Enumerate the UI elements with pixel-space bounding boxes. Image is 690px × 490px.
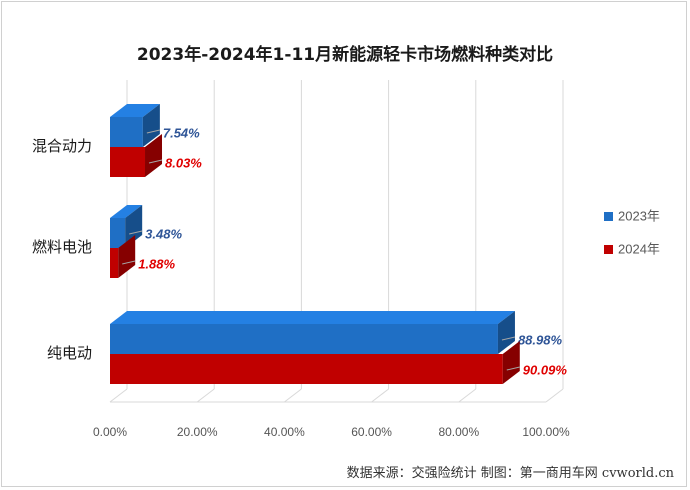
data-label: 3.48% — [145, 226, 182, 241]
bar-side — [142, 104, 160, 147]
bar-side — [502, 341, 520, 384]
bar — [110, 117, 143, 147]
category-label: 燃料电池 — [32, 238, 92, 256]
bar-side — [145, 134, 163, 177]
bar — [110, 147, 146, 177]
data-label: 88.98% — [518, 332, 563, 347]
data-label-leader — [146, 129, 160, 134]
data-label: 1.88% — [138, 256, 175, 271]
data-label: 8.03% — [165, 155, 202, 170]
floor-gridline — [196, 388, 215, 403]
bar-top — [110, 104, 160, 117]
source-note: 数据来源：交强险统计 制图：第一商用车网 cvworld.cn — [346, 466, 674, 481]
data-label-leader — [129, 230, 143, 235]
chart-title: 2023年-2024年1-11月新能源轻卡市场燃料种类对比 — [136, 45, 554, 65]
category-label: 混合动力 — [32, 137, 92, 155]
bar-top — [110, 205, 143, 218]
category-label: 纯电动 — [47, 344, 92, 362]
x-tick-label: 100.00% — [522, 425, 570, 439]
legend-swatch — [604, 245, 613, 254]
bar-top — [110, 311, 515, 324]
x-tick-label: 0.00% — [93, 425, 127, 439]
x-tick-label: 80.00% — [438, 425, 479, 439]
floor-gridline — [545, 388, 564, 403]
x-tick-label: 20.00% — [177, 425, 218, 439]
bar-side — [125, 205, 143, 248]
floor-gridline — [284, 388, 302, 403]
data-label-leader — [148, 159, 163, 164]
x-tick-label: 40.00% — [264, 425, 305, 439]
bar — [110, 248, 119, 278]
bar-side — [118, 235, 136, 278]
floor-gridline — [371, 388, 389, 403]
floor-gridline — [109, 388, 128, 403]
data-label-leader — [501, 336, 516, 341]
legend-label: 2023年 — [618, 208, 660, 223]
data-label-leader — [122, 260, 136, 265]
data-label-leader — [506, 366, 520, 371]
legend-label: 2024年 — [618, 241, 660, 256]
data-label: 90.09% — [523, 362, 568, 377]
bar — [110, 354, 503, 384]
bar — [110, 218, 126, 248]
floor-gridline — [458, 388, 477, 403]
x-tick-label: 60.00% — [351, 425, 392, 439]
bar-side — [497, 311, 515, 354]
bar — [110, 324, 498, 354]
data-label: 7.54% — [163, 125, 200, 140]
legend-swatch — [604, 212, 613, 221]
